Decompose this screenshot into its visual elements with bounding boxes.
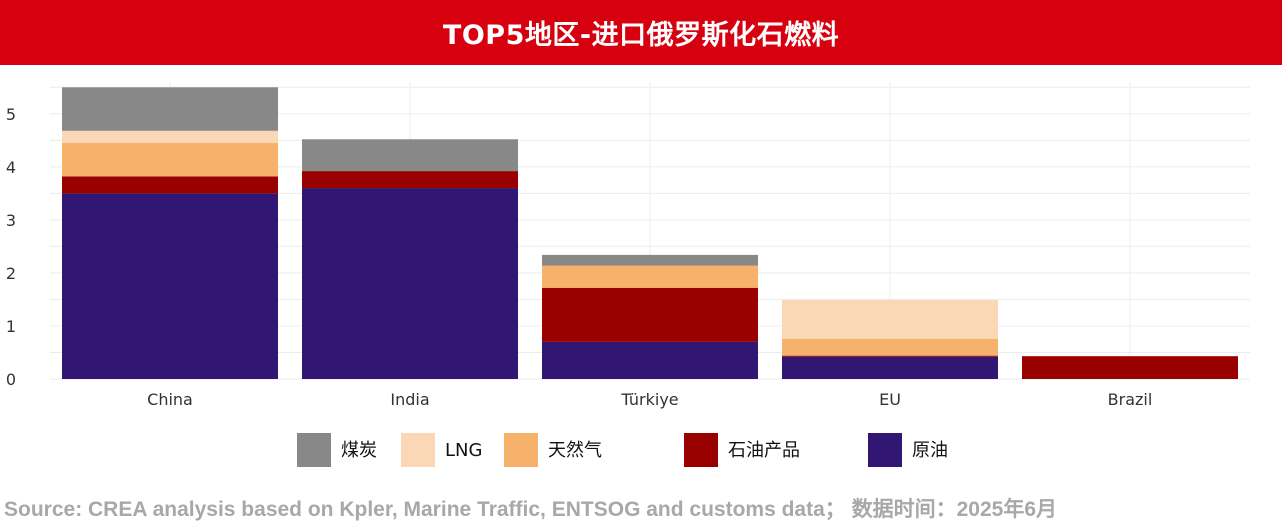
bar-segment xyxy=(1022,356,1238,379)
y-tick-label: 3 xyxy=(6,211,16,230)
x-tick-label: Brazil xyxy=(1108,390,1153,409)
bar-segment xyxy=(302,188,518,379)
legend-swatch xyxy=(504,433,538,467)
bar-segment xyxy=(62,193,278,379)
bar-segment xyxy=(782,338,998,356)
bar-segment xyxy=(62,87,278,131)
legend-swatch xyxy=(868,433,902,467)
bar-segment xyxy=(62,130,278,143)
x-tick-label: China xyxy=(147,390,193,409)
bar-segment xyxy=(62,176,278,194)
bars xyxy=(62,87,1238,379)
x-axis-ticks: China India Türkiye EU Brazil xyxy=(147,390,1152,409)
bar-segment xyxy=(782,299,998,339)
legend-label: 天然气 xyxy=(548,440,602,461)
legend-label: 石油产品 xyxy=(728,440,800,461)
bar-segment xyxy=(542,254,758,266)
x-tick-label: EU xyxy=(879,390,901,409)
bar-segment xyxy=(782,355,998,357)
legend-swatch xyxy=(684,433,718,467)
bar-segment xyxy=(302,171,518,189)
bar-segment xyxy=(62,142,278,177)
x-tick-label: Türkiye xyxy=(620,390,678,409)
legend-label: 原油 xyxy=(912,440,948,461)
bar-segment xyxy=(542,341,758,379)
legend-label: 煤炭 xyxy=(341,440,377,461)
x-tick-label: India xyxy=(390,390,429,409)
y-tick-label: 2 xyxy=(6,264,16,283)
y-tick-label: 4 xyxy=(6,158,16,177)
bar-segment xyxy=(782,356,998,379)
legend-label: LNG xyxy=(445,440,482,461)
y-axis-ticks: 0 1 2 3 4 5 xyxy=(6,105,16,389)
y-tick-label: 1 xyxy=(6,317,16,336)
source-note: Source: CREA analysis based on Kpler, Ma… xyxy=(4,498,1058,521)
bar-segment xyxy=(302,139,518,172)
stacked-bar-chart: 0 1 2 3 4 5 China India Türkiye EU Brazil 煤炭 LNG 天然… xyxy=(6,82,1250,467)
bar-segment xyxy=(542,265,758,288)
bar-segment xyxy=(542,287,758,342)
legend-swatch xyxy=(401,433,435,467)
y-tick-label: 5 xyxy=(6,105,16,124)
y-tick-label: 0 xyxy=(6,370,16,389)
legend: 煤炭 LNG 天然气 石油产品 原油 xyxy=(297,433,948,467)
chart-title: TOP5地区-进口俄罗斯化石燃料 xyxy=(0,0,1282,65)
legend-swatch xyxy=(297,433,331,467)
